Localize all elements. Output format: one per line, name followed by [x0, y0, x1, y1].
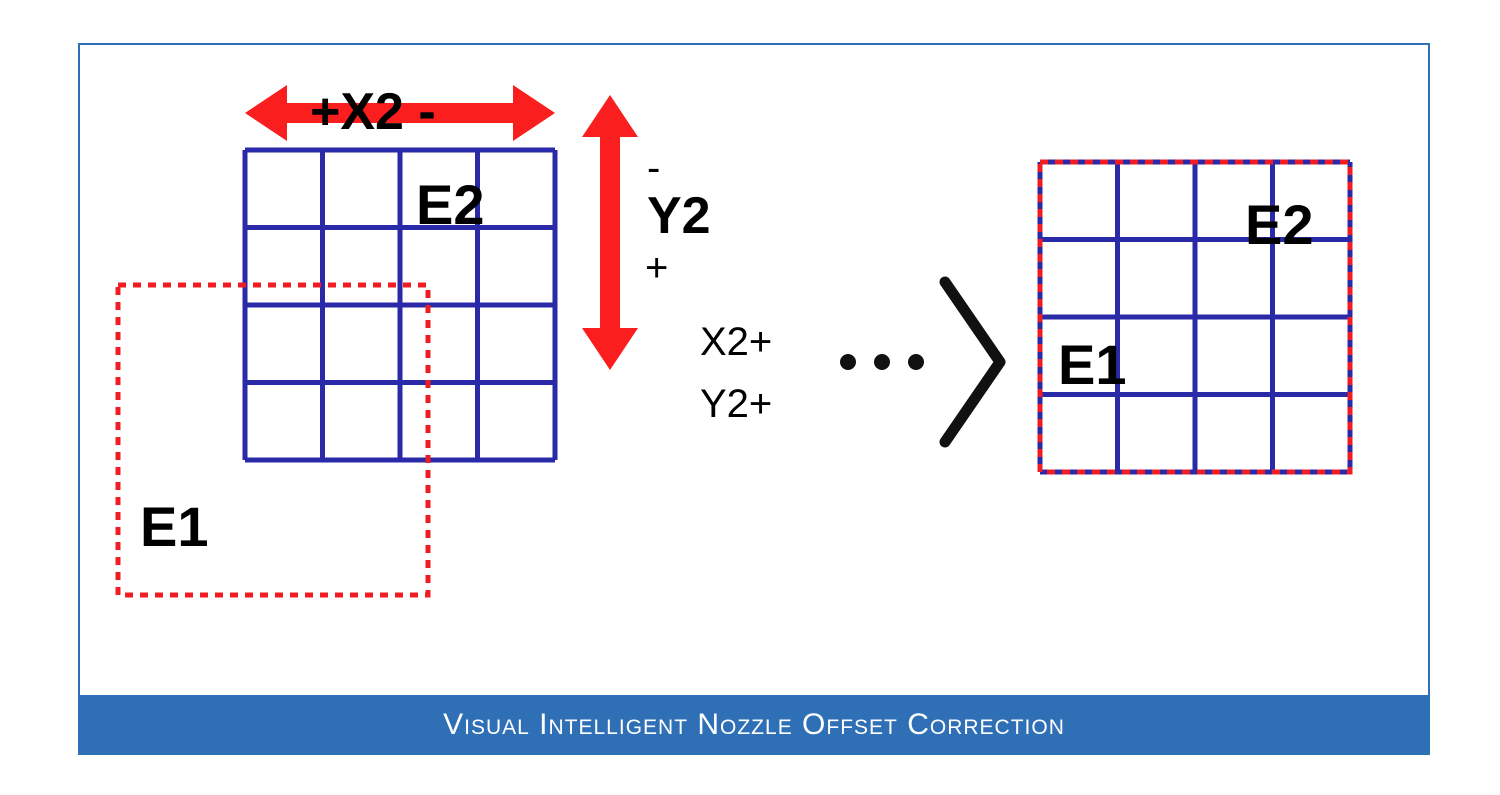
e2-grid	[245, 150, 555, 460]
e1-label-left: E1	[140, 494, 209, 559]
e2-label-right: E2	[1245, 192, 1314, 257]
y2-plus-note: Y2+	[700, 382, 772, 427]
x2-axis-label: +X2 -	[310, 82, 436, 142]
transition-marker	[808, 262, 1020, 462]
angle-bracket-icon	[945, 282, 1000, 442]
y2-axis-label: Y2	[647, 186, 711, 246]
ellipsis-dot	[840, 354, 856, 370]
y-double-arrow	[582, 95, 638, 370]
e2-label-left: E2	[416, 172, 485, 237]
caption-bar: Visual Intelligent Nozzle Offset Correct…	[78, 695, 1430, 755]
e1-label-right: E1	[1058, 332, 1127, 397]
ellipsis-dot	[874, 354, 890, 370]
y2-minus-label: -	[647, 146, 660, 191]
y2-plus-label: +	[645, 246, 668, 291]
x2-plus-note: X2+	[700, 320, 772, 365]
ellipsis-dot	[908, 354, 924, 370]
caption-text: Visual Intelligent Nozzle Offset Correct…	[443, 708, 1065, 742]
